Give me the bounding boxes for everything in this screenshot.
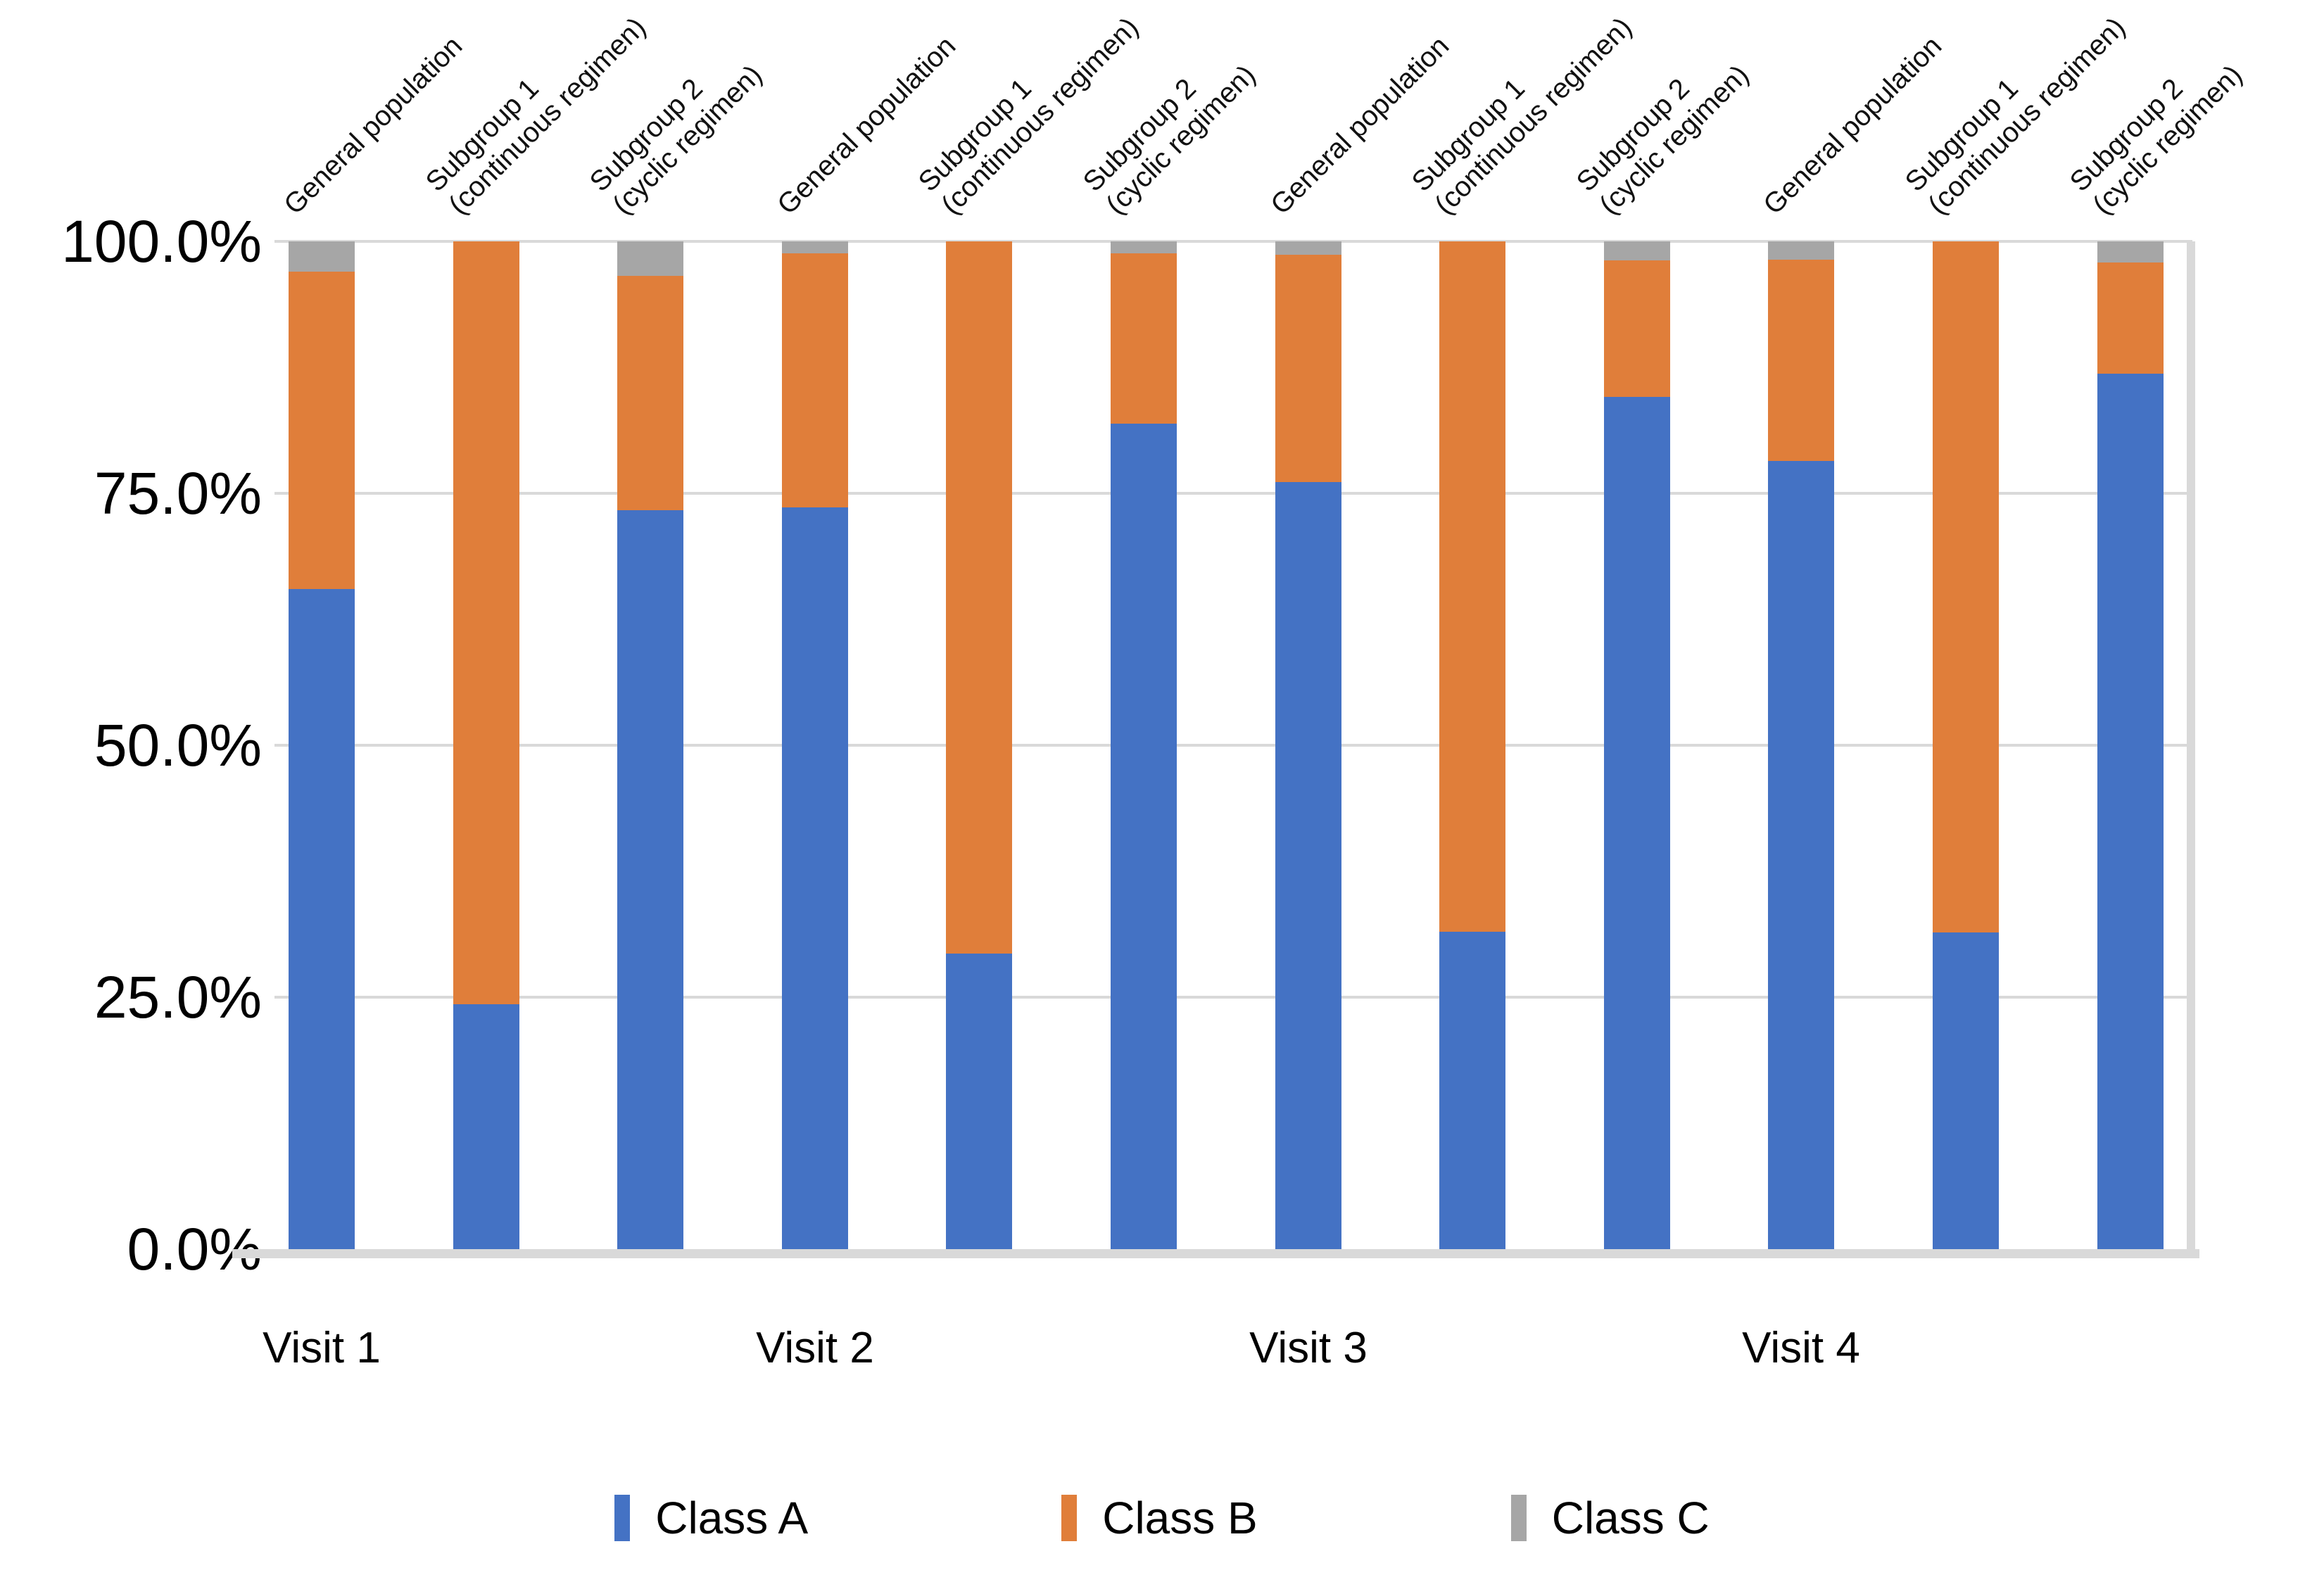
gridline <box>274 744 2192 747</box>
segment-class-b <box>1768 259 1835 462</box>
bar-visit-1-general-population <box>289 241 355 1249</box>
segment-class-b <box>1111 253 1177 424</box>
legend-item-class-b: Class B <box>1061 1492 1258 1544</box>
y-tick-0: 0.0% <box>127 1216 262 1282</box>
segment-class-a <box>1439 931 1506 1249</box>
segment-class-c <box>1275 241 1341 255</box>
legend-item-class-a: Class A <box>614 1492 808 1544</box>
plot-right-border <box>2187 241 2195 1258</box>
segment-class-b <box>1439 241 1506 932</box>
segment-class-a <box>1933 932 1999 1249</box>
segment-class-a <box>2097 373 2164 1249</box>
legend: Class A Class B Class C <box>0 1492 2324 1544</box>
gridline <box>274 492 2192 495</box>
segment-class-b <box>2097 262 2164 374</box>
legend-label: Class C <box>1551 1493 1710 1543</box>
segment-class-a <box>946 954 1013 1249</box>
legend-label: Class B <box>1102 1493 1258 1543</box>
gridline <box>274 240 2192 243</box>
segment-class-c <box>781 241 848 254</box>
segment-class-a <box>781 507 848 1249</box>
segment-class-b <box>289 271 355 590</box>
plot-area <box>274 240 2192 1249</box>
bar-visit-3-general-population <box>1275 241 1341 1249</box>
segment-class-b <box>1933 241 1999 933</box>
gridline <box>274 996 2192 999</box>
segment-class-a <box>1275 482 1341 1249</box>
segment-class-c <box>1603 241 1670 261</box>
group-label-visit-1: Visit 1 <box>263 1324 381 1372</box>
segment-class-a <box>1111 424 1177 1249</box>
bar-visit-4-subgroup-2 <box>2097 241 2164 1249</box>
segment-class-a <box>453 1004 519 1249</box>
group-label-visit-2: Visit 2 <box>756 1324 874 1372</box>
segment-class-a <box>1768 461 1835 1249</box>
segment-class-c <box>2097 241 2164 263</box>
bar-visit-1-subgroup-2 <box>617 241 684 1249</box>
group-label-visit-4: Visit 4 <box>1742 1324 1860 1372</box>
y-tick-75: 75.0% <box>94 460 262 526</box>
bar-visit-4-subgroup-1 <box>1933 241 1999 1249</box>
segment-class-c <box>1111 241 1177 254</box>
segment-class-b <box>453 241 519 1005</box>
legend-label: Class A <box>655 1493 809 1543</box>
bar-visit-4-general-population <box>1768 241 1835 1249</box>
segment-class-b <box>781 253 848 508</box>
bar-visit-2-subgroup-2 <box>1111 241 1177 1249</box>
class-c-swatch-icon <box>1510 1495 1527 1541</box>
segment-class-b <box>1603 260 1670 397</box>
x-axis-line <box>232 1249 2199 1258</box>
bar-visit-2-subgroup-1 <box>946 241 1013 1249</box>
segment-class-b <box>1275 254 1341 483</box>
segment-class-c <box>617 241 684 276</box>
bar-visit-1-subgroup-1 <box>453 241 519 1249</box>
segment-class-a <box>1603 396 1670 1249</box>
y-tick-100: 100.0% <box>61 208 262 274</box>
legend-item-class-c: Class C <box>1510 1492 1710 1544</box>
segment-class-b <box>617 275 684 511</box>
segment-class-a <box>617 510 684 1249</box>
segment-class-a <box>289 589 355 1249</box>
segment-class-c <box>289 241 355 272</box>
segment-class-c <box>1768 241 1835 260</box>
bar-visit-3-subgroup-2 <box>1603 241 1670 1249</box>
bar-visit-2-general-population <box>781 241 848 1249</box>
y-tick-50: 50.0% <box>94 712 262 778</box>
segment-class-b <box>946 241 1013 954</box>
y-tick-25: 25.0% <box>94 964 262 1030</box>
class-b-swatch-icon <box>1061 1495 1078 1541</box>
group-label-visit-3: Visit 3 <box>1249 1324 1368 1372</box>
bar-visit-3-subgroup-1 <box>1439 241 1506 1249</box>
class-a-swatch-icon <box>614 1495 631 1541</box>
